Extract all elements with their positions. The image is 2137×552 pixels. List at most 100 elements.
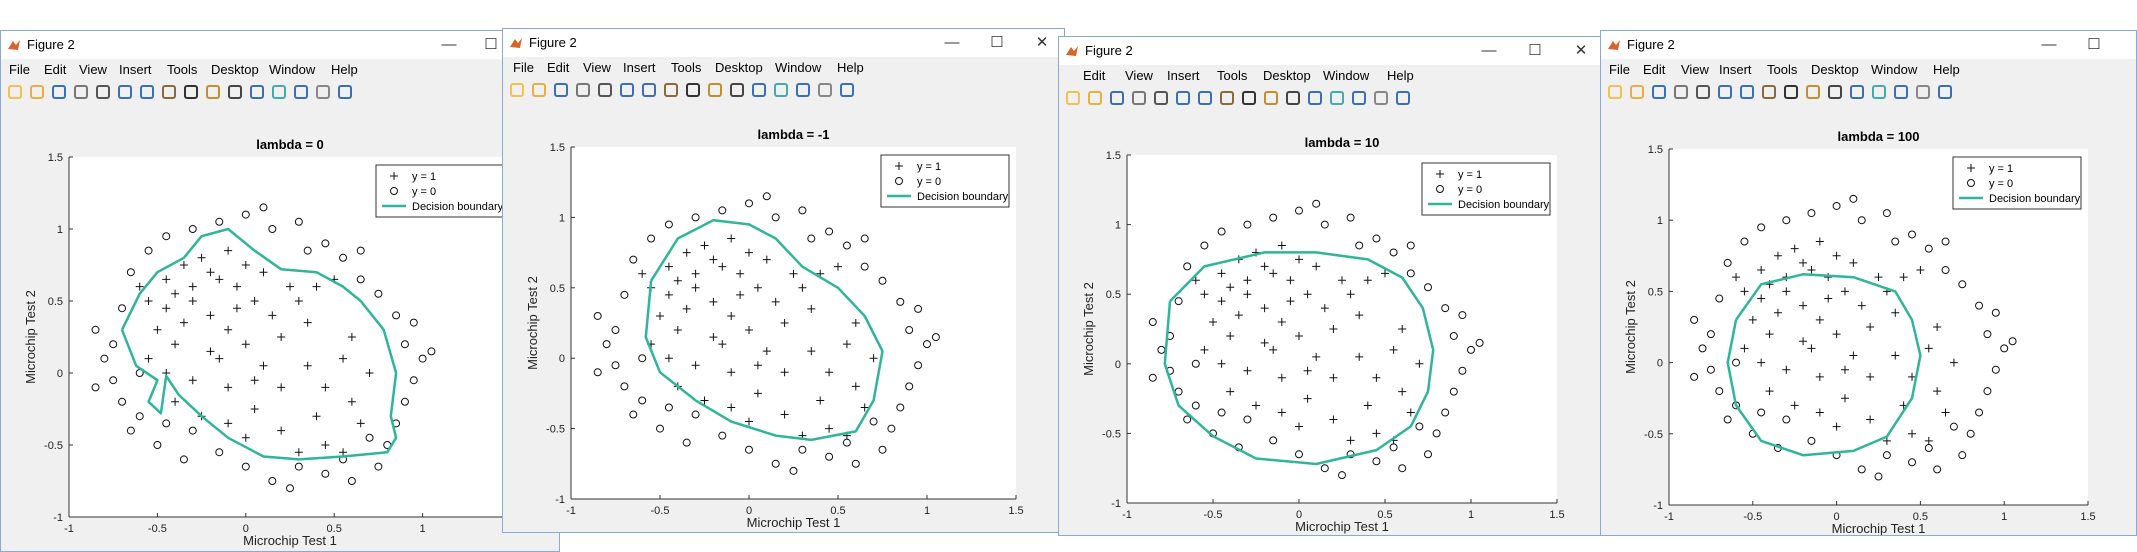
toolbar-tool-icon[interactable] [117, 84, 133, 100]
toolbar-tool-icon[interactable] [1607, 84, 1623, 100]
toolbar-tool-icon[interactable] [1241, 90, 1257, 106]
toolbar-tool-icon[interactable] [1915, 84, 1931, 100]
toolbar-tool-icon[interactable] [1629, 84, 1645, 100]
menu-window[interactable]: Window [269, 62, 316, 77]
title-bar[interactable]: Figure 2 — ☐ ✕ [1059, 37, 1605, 65]
toolbar-tool-icon[interactable] [729, 82, 745, 98]
menu-edit[interactable]: Edit [1643, 62, 1666, 77]
toolbar-tool-icon[interactable] [839, 82, 855, 98]
figure-window[interactable]: Figure 2 — ☐ ✕ File Edit View Insert Too… [502, 28, 1065, 533]
maximize-button[interactable]: ☐ [1528, 42, 1542, 59]
toolbar-tool-icon[interactable] [619, 82, 635, 98]
toolbar-tool-icon[interactable] [1805, 84, 1821, 100]
menu-desktop[interactable]: Desktop [715, 60, 763, 75]
title-bar[interactable]: Figure 2 — ☐ ✕ [503, 29, 1064, 57]
menu-window[interactable]: Window [1871, 62, 1918, 77]
toolbar-tool-icon[interactable] [1827, 84, 1843, 100]
toolbar-tool-icon[interactable] [1307, 90, 1323, 106]
menu-insert[interactable]: Insert [623, 60, 656, 75]
menu-view[interactable]: View [583, 60, 611, 75]
toolbar-tool-icon[interactable] [575, 82, 591, 98]
toolbar-tool-icon[interactable] [1087, 90, 1103, 106]
toolbar-tool-icon[interactable] [73, 84, 89, 100]
menu-edit[interactable]: Edit [44, 62, 67, 77]
toolbar-tool-icon[interactable] [817, 82, 833, 98]
toolbar-tool-icon[interactable] [663, 82, 679, 98]
toolbar-tool-icon[interactable] [1695, 84, 1711, 100]
minimize-button[interactable]: — [2041, 36, 2057, 53]
toolbar-tool-icon[interactable] [1263, 90, 1279, 106]
menu-view[interactable]: View [79, 62, 107, 77]
toolbar-tool-icon[interactable] [773, 82, 789, 98]
toolbar-tool-icon[interactable] [51, 84, 67, 100]
menu-desktop[interactable]: Desktop [1811, 62, 1859, 77]
menu-view[interactable]: View [1681, 62, 1709, 77]
menu-insert[interactable]: Insert [119, 62, 152, 77]
menu-tools[interactable]: Tools [1217, 68, 1248, 83]
toolbar-tool-icon[interactable] [337, 84, 353, 100]
toolbar-tool-icon[interactable] [95, 84, 111, 100]
toolbar-tool-icon[interactable] [1175, 90, 1191, 106]
minimize-button[interactable]: — [441, 36, 457, 53]
toolbar-tool-icon[interactable] [1937, 84, 1953, 100]
menu-tools[interactable]: Tools [167, 62, 198, 77]
toolbar-tool-icon[interactable] [795, 82, 811, 98]
toolbar-tool-icon[interactable] [1395, 90, 1411, 106]
toolbar-tool-icon[interactable] [1651, 84, 1667, 100]
toolbar-tool-icon[interactable] [1153, 90, 1169, 106]
figure-window[interactable]: Figure 2 — ☐ File Edit View Insert Tools… [0, 30, 560, 552]
menu-view[interactable]: View [1125, 68, 1153, 83]
menu-help[interactable]: Help [331, 62, 358, 77]
toolbar-tool-icon[interactable] [1351, 90, 1367, 106]
minimize-button[interactable]: — [944, 34, 960, 51]
toolbar-tool-icon[interactable] [293, 84, 309, 100]
toolbar-tool-icon[interactable] [707, 82, 723, 98]
toolbar-tool-icon[interactable] [1673, 84, 1689, 100]
toolbar-tool-icon[interactable] [205, 84, 221, 100]
menu-file[interactable]: File [9, 62, 30, 77]
menu-edit[interactable]: Edit [1083, 68, 1106, 83]
toolbar-tool-icon[interactable] [509, 82, 525, 98]
toolbar-tool-icon[interactable] [531, 82, 547, 98]
toolbar-tool-icon[interactable] [161, 84, 177, 100]
maximize-button[interactable]: ☐ [990, 34, 1004, 51]
toolbar-tool-icon[interactable] [1849, 84, 1865, 100]
toolbar-tool-icon[interactable] [1329, 90, 1345, 106]
toolbar-tool-icon[interactable] [553, 82, 569, 98]
toolbar-tool-icon[interactable] [1739, 84, 1755, 100]
toolbar-tool-icon[interactable] [1871, 84, 1887, 100]
menu-desktop[interactable]: Desktop [211, 62, 259, 77]
toolbar-tool-icon[interactable] [271, 84, 287, 100]
toolbar-tool-icon[interactable] [1219, 90, 1235, 106]
toolbar-tool-icon[interactable] [597, 82, 613, 98]
menu-tools[interactable]: Tools [1767, 62, 1798, 77]
menu-help[interactable]: Help [1387, 68, 1414, 83]
toolbar-tool-icon[interactable] [1761, 84, 1777, 100]
menu-help[interactable]: Help [1933, 62, 1960, 77]
title-bar[interactable]: Figure 2 — ☐ [1601, 31, 2136, 59]
menu-window[interactable]: Window [775, 60, 822, 75]
maximize-button[interactable]: ☐ [2087, 36, 2101, 53]
toolbar-tool-icon[interactable] [29, 84, 45, 100]
maximize-button[interactable]: ☐ [484, 36, 498, 53]
minimize-button[interactable]: — [1481, 42, 1497, 59]
toolbar-tool-icon[interactable] [685, 82, 701, 98]
menu-help[interactable]: Help [837, 60, 864, 75]
toolbar-tool-icon[interactable] [1717, 84, 1733, 100]
figure-window[interactable]: Figure 2 — ☐ ✕ Edit View Insert Tools De… [1058, 36, 1606, 536]
toolbar-tool-icon[interactable] [1373, 90, 1389, 106]
toolbar-tool-icon[interactable] [139, 84, 155, 100]
toolbar-tool-icon[interactable] [183, 84, 199, 100]
menu-edit[interactable]: Edit [547, 60, 570, 75]
toolbar-tool-icon[interactable] [751, 82, 767, 98]
title-bar[interactable]: Figure 2 — ☐ [1, 31, 559, 59]
toolbar-tool-icon[interactable] [249, 84, 265, 100]
menu-insert[interactable]: Insert [1167, 68, 1200, 83]
toolbar-tool-icon[interactable] [1109, 90, 1125, 106]
toolbar-tool-icon[interactable] [1065, 90, 1081, 106]
toolbar-tool-icon[interactable] [1893, 84, 1909, 100]
menu-window[interactable]: Window [1323, 68, 1370, 83]
close-button[interactable]: ✕ [1035, 34, 1049, 51]
figure-window[interactable]: Figure 2 — ☐ File Edit View Insert Tools… [1600, 30, 2137, 536]
toolbar-tool-icon[interactable] [1197, 90, 1213, 106]
